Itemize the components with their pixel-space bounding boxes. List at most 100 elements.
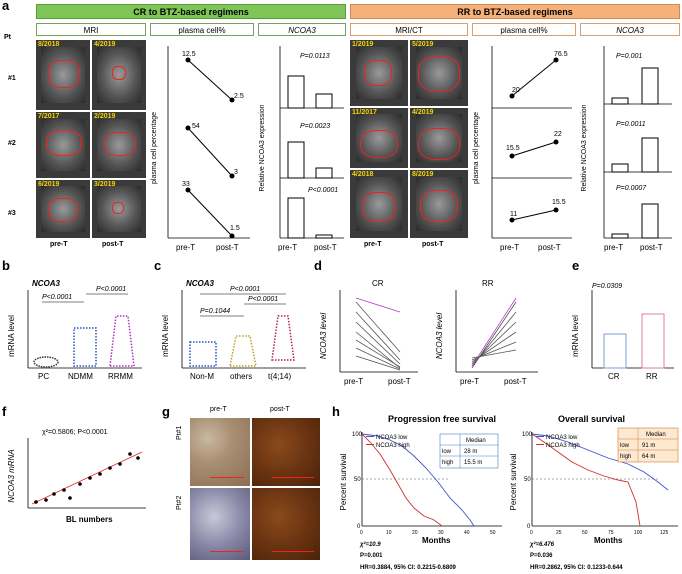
cr-pval-2: P=0.0023 — [300, 123, 330, 130]
b-cat-ndmm: NDMM — [68, 372, 93, 381]
d-cr-lines — [355, 301, 401, 371]
ihc-pt1-pre — [190, 418, 250, 486]
panel-d-chart: CR RR NCOA3 level NCOA3 level pre-T post… — [319, 279, 538, 386]
cr-mri-post-label: post-T — [102, 241, 124, 248]
sub-rr-pc: plasma cell% — [472, 23, 576, 36]
header-rr: RR to BTZ-based regimens — [350, 4, 680, 19]
pfs-ytick-100: 100 — [352, 432, 363, 438]
row-label-3: #3 — [8, 210, 16, 217]
sub-cr-mri: MRI — [36, 23, 146, 36]
os-legend-low: NCOA3 low — [546, 435, 578, 441]
os-ytick-50: 50 — [524, 477, 531, 483]
cr-mri-pre-label: pre-T — [50, 241, 68, 248]
f-points — [34, 452, 140, 504]
svg-text:high: high — [620, 454, 631, 460]
sub-rr-mri: MRI/CT — [350, 23, 468, 36]
panel-h-label: h — [332, 404, 340, 419]
svg-text:40: 40 — [464, 530, 470, 536]
rr-pc2-post: 22 — [554, 131, 562, 138]
svg-text:Median: Median — [466, 438, 486, 444]
pfs-p: P=0.001 — [360, 553, 383, 559]
ihc-pt1-post — [252, 418, 320, 486]
svg-text:20: 20 — [412, 530, 418, 536]
panel-c-chart: NCOA3 mRNA level P=0.1044 P<0.0001 P<0.0… — [161, 279, 306, 381]
cr-ncoa3-post-t: post-T — [314, 243, 337, 252]
os-ytick-0: 0 — [527, 524, 531, 530]
cr-pc2-pre: 54 — [192, 123, 200, 130]
svg-text:125: 125 — [660, 530, 669, 536]
d-cr-pre: pre-T — [344, 377, 363, 386]
f-stat: χ²=0.5806; P<0.0001 — [42, 429, 108, 436]
panel-c-label: c — [154, 258, 162, 273]
rr-pc-ylabel: plasma cell percentage — [473, 112, 480, 184]
panel-b-chart: NCOA3 mRNA level P<0.0001 P<0.0001 PC ND… — [7, 279, 142, 381]
pfs-title: Progression free survival — [388, 414, 496, 424]
cr-pc1-post: 2.5 — [234, 93, 244, 100]
b-title: NCOA3 — [32, 279, 61, 288]
rr-plasma-chart: plasma cell percentage 20 76.5 15.5 22 1… — [473, 46, 572, 252]
svg-text:64 m: 64 m — [642, 454, 655, 460]
pfs-high-curve — [361, 433, 443, 527]
os-chart: Overall survival Percent survival 100 50… — [509, 414, 679, 571]
c-p1: P=0.1044 — [200, 308, 230, 315]
os-xlabel: Months — [594, 536, 623, 545]
rr-pc-pre-t: pre-T — [500, 243, 519, 252]
f-xlabel: BL numbers — [66, 515, 113, 524]
c-cat-nonm: Non-M — [190, 372, 214, 381]
svg-text:30: 30 — [438, 530, 444, 536]
rr-ncoa3-pre-t: pre-T — [604, 243, 623, 252]
svg-text:15.5 m: 15.5 m — [464, 460, 482, 466]
svg-text:75: 75 — [608, 530, 614, 536]
mri-rr-2-pre: 11/2017 — [350, 108, 408, 168]
os-chi: χ²=6.476 — [529, 541, 555, 548]
pfs-chi: χ²=10.9 — [359, 541, 381, 548]
g-col-pre: pre-T — [210, 406, 227, 413]
b-cat-pc: PC — [38, 372, 49, 381]
os-hr: HR=0.2862, 95% CI: 0.1233-0.644 — [530, 565, 623, 571]
panel-e-label: e — [572, 258, 580, 273]
c-title: NCOA3 — [186, 279, 215, 288]
os-p: P=0.036 — [530, 553, 553, 559]
f-fit-line — [31, 451, 143, 505]
pfs-legend-high: NCOA3 high — [376, 443, 410, 449]
d-rr-pre: pre-T — [460, 377, 479, 386]
os-ytick-100: 100 — [522, 432, 533, 438]
rr-pval-1: P=0.001 — [616, 53, 642, 60]
cr-pc2-post: 3 — [234, 169, 238, 176]
panel-b-label: b — [2, 258, 10, 273]
mri-cr-3-pre: 6/2019 — [36, 180, 90, 238]
cr-pc-pre-t: pre-T — [176, 243, 195, 252]
rr-pval-2: P=0.0011 — [616, 121, 646, 128]
mri-rr-2-post: 4/2019 — [410, 108, 468, 168]
c-cat-t414: t(4;14) — [268, 372, 291, 381]
rr-ncoa3-chart: Relative NCOA3 expression P=0.001 P=0.00… — [581, 46, 672, 252]
sub-cr-ncoa3: NCOA3 — [258, 23, 346, 36]
sub-rr-ncoa3: NCOA3 — [580, 23, 680, 36]
sub-cr-pc: plasma cell% — [150, 23, 254, 36]
svg-text:0: 0 — [530, 530, 533, 536]
svg-text:91 m: 91 m — [642, 443, 655, 449]
svg-text:0: 0 — [360, 530, 363, 536]
mri-rr-3-pre: 4/2018 — [350, 170, 408, 238]
svg-text:100: 100 — [634, 530, 643, 536]
rr-pc1-post: 76.5 — [554, 51, 568, 58]
rr-pval-3: P=0.0007 — [616, 185, 647, 192]
pfs-legend-low: NCOA3 low — [376, 435, 408, 441]
cr-ncoa3-pre-t: pre-T — [278, 243, 297, 252]
pfs-xlabel: Months — [422, 536, 451, 545]
c-p3: P<0.0001 — [230, 286, 260, 293]
ihc-pt2-pre — [190, 488, 250, 560]
mri-cr-3-post: 3/2019 — [92, 180, 146, 238]
svg-text:28 m: 28 m — [464, 449, 477, 455]
mri-rr-1-post: 5/2019 — [410, 40, 468, 106]
cr-pval-3: P<0.0001 — [308, 187, 338, 194]
mri-rr-3-post: 8/2019 — [410, 170, 468, 238]
f-ylabel: NCOA3 mRNA — [7, 449, 16, 502]
rr-pc3-post: 15.5 — [552, 199, 566, 206]
c-cat-others: others — [230, 372, 252, 381]
panel-g-label: g — [162, 404, 170, 419]
svg-text:25: 25 — [556, 530, 562, 536]
panel-f-label: f — [2, 404, 7, 419]
c-dots-nonm — [189, 341, 217, 367]
b-cat-rrmm: RRMM — [108, 372, 133, 381]
